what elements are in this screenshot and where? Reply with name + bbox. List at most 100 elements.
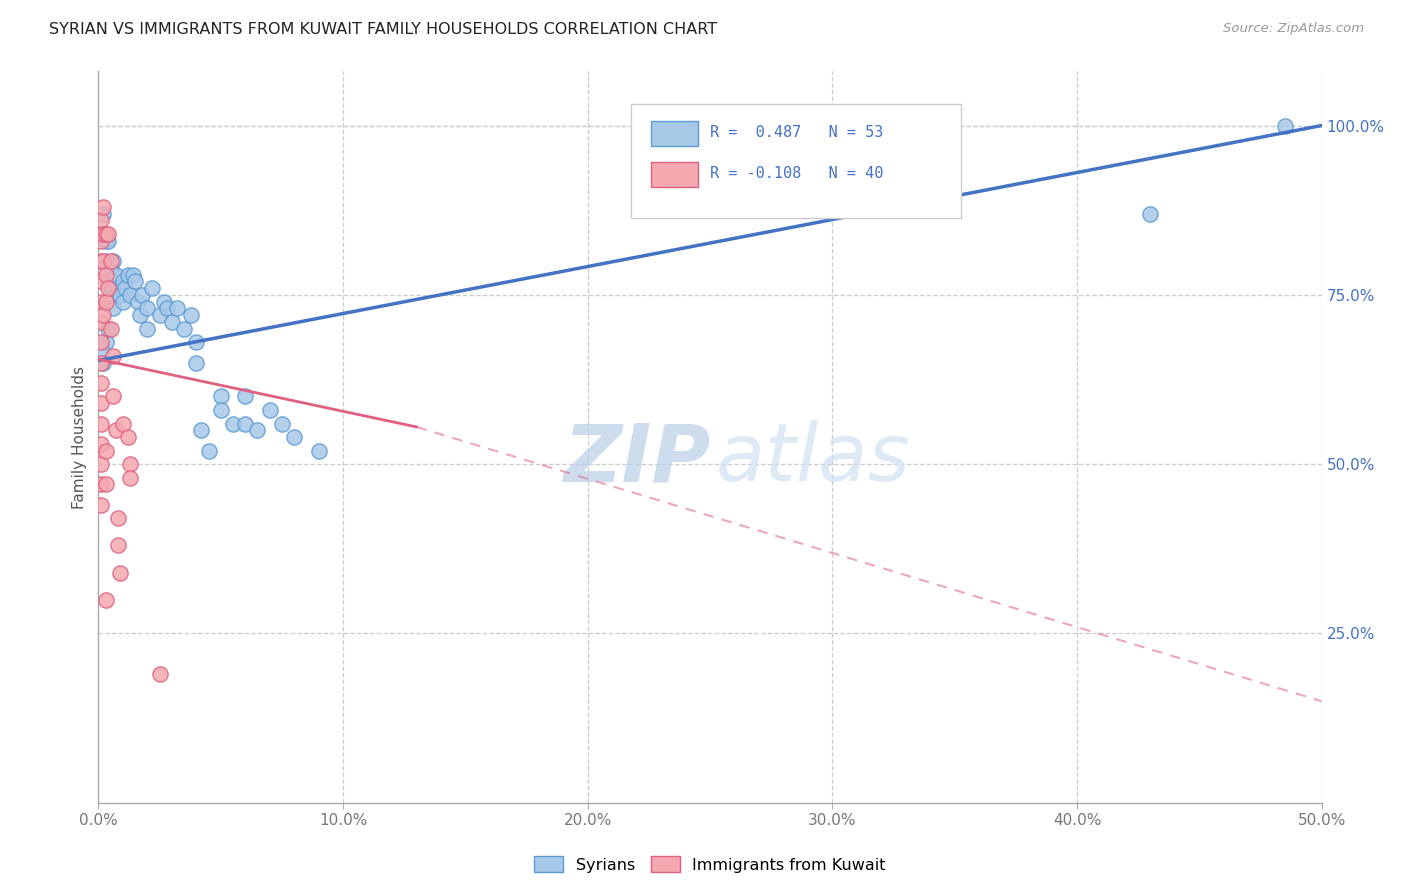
Point <box>136 301 159 316</box>
Point <box>270 417 294 431</box>
Point <box>173 322 195 336</box>
Point <box>114 281 136 295</box>
Point <box>94 592 117 607</box>
Point <box>90 315 112 329</box>
Point <box>91 308 114 322</box>
Point <box>97 227 120 241</box>
Point <box>100 260 122 275</box>
Point <box>91 254 114 268</box>
Point <box>233 389 256 403</box>
Point <box>100 281 122 295</box>
Point <box>104 423 127 437</box>
Point <box>90 335 112 350</box>
Point <box>111 417 134 431</box>
Point <box>117 430 139 444</box>
Point <box>127 294 149 309</box>
FancyBboxPatch shape <box>630 104 960 218</box>
Point <box>91 355 114 369</box>
Point <box>101 254 124 268</box>
Point <box>110 288 132 302</box>
Point <box>90 437 112 451</box>
Text: ZIP: ZIP <box>562 420 710 498</box>
Point <box>101 349 124 363</box>
Point <box>149 308 172 322</box>
Point <box>259 403 281 417</box>
Point <box>1139 206 1161 220</box>
Point <box>100 322 122 336</box>
Point <box>94 294 117 309</box>
Point <box>90 457 112 471</box>
FancyBboxPatch shape <box>651 162 697 187</box>
Point <box>94 234 117 248</box>
Point <box>90 376 112 390</box>
Point <box>90 234 112 248</box>
Text: R = -0.108   N = 40: R = -0.108 N = 40 <box>710 166 883 181</box>
Point <box>186 335 208 350</box>
Point <box>91 227 114 241</box>
Point <box>97 322 120 336</box>
Point <box>90 498 112 512</box>
Point <box>91 206 114 220</box>
Point <box>141 281 163 295</box>
Point <box>90 342 112 356</box>
Point <box>197 443 219 458</box>
Point <box>90 294 112 309</box>
Point <box>120 457 142 471</box>
Point <box>124 274 146 288</box>
Point <box>90 254 112 268</box>
Point <box>111 274 134 288</box>
Point <box>675 119 697 133</box>
Point <box>111 294 134 309</box>
Point <box>107 281 129 295</box>
Point <box>120 288 142 302</box>
Point <box>190 423 212 437</box>
Point <box>246 423 269 437</box>
Point <box>101 301 124 316</box>
Point <box>94 443 117 458</box>
Point <box>283 430 305 444</box>
Point <box>131 288 153 302</box>
Point <box>90 477 112 491</box>
Point <box>94 477 117 491</box>
Point <box>222 417 245 431</box>
Point <box>97 281 120 295</box>
Point <box>90 417 112 431</box>
Point <box>117 268 139 282</box>
Y-axis label: Family Households: Family Households <box>72 366 87 508</box>
Point <box>153 294 176 309</box>
Point <box>94 254 117 268</box>
Text: atlas: atlas <box>716 420 911 498</box>
Point <box>129 308 152 322</box>
Text: SYRIAN VS IMMIGRANTS FROM KUWAIT FAMILY HOUSEHOLDS CORRELATION CHART: SYRIAN VS IMMIGRANTS FROM KUWAIT FAMILY … <box>49 22 717 37</box>
Point <box>110 566 132 580</box>
Point <box>209 389 232 403</box>
Point <box>149 667 172 681</box>
Point <box>107 511 129 525</box>
Point <box>97 234 120 248</box>
Point <box>91 200 114 214</box>
Point <box>100 254 122 268</box>
Point <box>180 308 202 322</box>
Point <box>107 538 129 552</box>
Point <box>166 301 188 316</box>
Point <box>90 274 112 288</box>
Point <box>233 417 256 431</box>
Point <box>101 389 124 403</box>
FancyBboxPatch shape <box>651 121 697 146</box>
Point <box>136 322 159 336</box>
Point <box>121 268 143 282</box>
Point <box>90 355 112 369</box>
Point <box>156 301 179 316</box>
Point <box>209 403 232 417</box>
Point <box>94 227 117 241</box>
Text: R =  0.487   N = 53: R = 0.487 N = 53 <box>710 125 883 140</box>
Point <box>308 443 330 458</box>
Legend: Syrians, Immigrants from Kuwait: Syrians, Immigrants from Kuwait <box>527 850 893 879</box>
Point <box>104 268 127 282</box>
Point <box>90 213 112 227</box>
Point <box>94 335 117 350</box>
Point <box>90 396 112 410</box>
Text: Source: ZipAtlas.com: Source: ZipAtlas.com <box>1223 22 1364 36</box>
Point <box>120 471 142 485</box>
Point <box>186 355 208 369</box>
